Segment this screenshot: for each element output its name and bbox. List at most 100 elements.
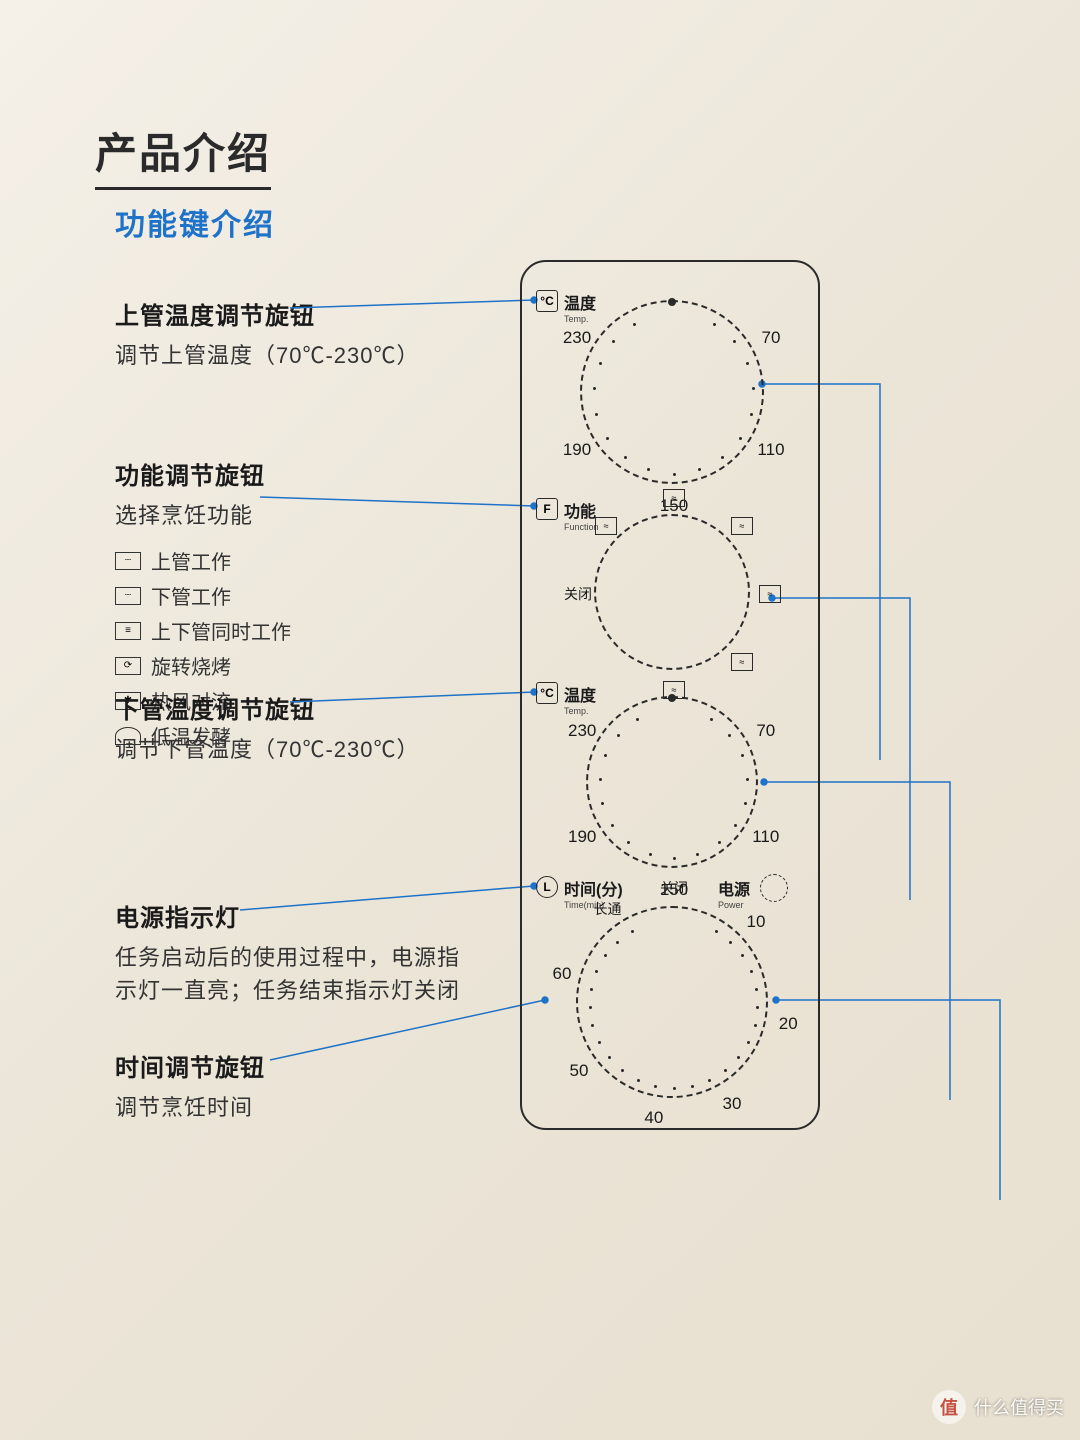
page-subheading: 功能键介绍 (115, 200, 275, 244)
tick-dot (715, 930, 718, 933)
rotisserie-icon: ≈ (731, 653, 753, 671)
tick-dot (733, 340, 736, 343)
dial-label: 长通 (593, 899, 621, 919)
tick-dot (647, 468, 650, 471)
celsius-icon: °C (536, 290, 558, 312)
knob-label-temp2: °C 温度Temp. (536, 682, 596, 716)
tick-dot (710, 718, 713, 721)
tick-dot (608, 1056, 611, 1059)
timer-dial: 102030405060关闭长通 (576, 906, 768, 1098)
legend-item: ┈上管工作 (115, 546, 475, 575)
tick-dot (739, 437, 742, 440)
tick-dot (750, 413, 753, 416)
top-heat-icon: ≈ (663, 489, 685, 507)
dial-value: 20 (779, 1014, 798, 1034)
watermark: 值 什么值得买 (932, 1390, 1064, 1424)
tick-dot (752, 387, 755, 390)
tick-dot (691, 1085, 694, 1088)
tick-dot (601, 802, 604, 805)
tick-dot (721, 456, 724, 459)
tick-dot (741, 954, 744, 957)
tick-dot (750, 970, 753, 973)
celsius-icon: °C (536, 682, 558, 704)
tick-dot (604, 954, 607, 957)
dial-value: 30 (723, 1094, 742, 1114)
dial-label: 关闭 (564, 584, 592, 604)
convection-icon: ≈ (595, 517, 617, 535)
function-icon: F (536, 498, 558, 520)
callout-desc: 选择烹饪功能 (115, 499, 475, 532)
dial-label: 关闭 (660, 878, 688, 898)
tick-dot (624, 456, 627, 459)
knob-label-func: F 功能Function (536, 498, 599, 532)
tick-dot (631, 930, 634, 933)
tick-dot (599, 778, 602, 781)
tick-dot (649, 853, 652, 856)
tick-dot (627, 841, 630, 844)
dial-value: 70 (756, 721, 775, 741)
legend-item: ≡上下管同时工作 (115, 616, 475, 645)
tick-dot (636, 718, 639, 721)
tick-dot (591, 1024, 594, 1027)
tick-dot (637, 1079, 640, 1082)
tick-dot (673, 857, 676, 860)
tick-dot (746, 362, 749, 365)
tick-dot (734, 824, 737, 827)
dial-pointer-dot (668, 694, 676, 702)
dial-value: 40 (644, 1108, 663, 1128)
tick-dot (606, 437, 609, 440)
legend-item: ⟳旋转烧烤 (115, 651, 475, 680)
tick-dot (673, 1087, 676, 1090)
dial-value: 50 (570, 1061, 589, 1081)
callout-title: 时间调节旋钮 (115, 1048, 475, 1083)
callout-title: 电源指示灯 (115, 898, 475, 933)
callout-upper-temp: 上管温度调节旋钮 调节上管温度（70℃-230℃） (115, 296, 475, 372)
dial-value: 110 (757, 440, 784, 460)
tick-dot (696, 853, 699, 856)
callout-lower-temp: 下管温度调节旋钮 调节下管温度（70℃-230℃） (115, 690, 475, 766)
top-heat-icon: ┈ (115, 552, 141, 570)
dial-value: 190 (563, 440, 591, 460)
tick-dot (595, 970, 598, 973)
callout-desc: 调节上管温度（70℃-230℃） (115, 339, 475, 372)
manual-page: 产品介绍 功能键介绍 上管温度调节旋钮 调节上管温度（70℃-230℃） 功能调… (0, 0, 1080, 1440)
callout-power-led: 电源指示灯 任务启动后的使用过程中，电源指示灯一直亮；任务结束指示灯关闭 (115, 898, 475, 1007)
callout-desc: 调节烹饪时间 (115, 1091, 475, 1124)
upper-temp-dial: 70110150190230 (580, 300, 764, 484)
tick-dot (598, 1041, 601, 1044)
tick-dot (747, 1041, 750, 1044)
tick-dot (755, 988, 758, 991)
tick-dot (617, 734, 620, 737)
tick-dot (729, 941, 732, 944)
tick-dot (713, 323, 716, 326)
tick-dot (595, 413, 598, 416)
tick-dot (593, 387, 596, 390)
tick-dot (604, 754, 607, 757)
tick-dot (754, 1024, 757, 1027)
dial-value: 230 (563, 328, 591, 348)
tick-dot (741, 754, 744, 757)
dial-value: 190 (568, 827, 596, 847)
function-dial: ≈≈≈≈≈≈关闭 (594, 514, 750, 670)
tick-dot (724, 1069, 727, 1072)
callout-title: 上管温度调节旋钮 (115, 296, 475, 331)
tick-dot (612, 340, 615, 343)
lower-temp-dial: 70110150190230 (586, 696, 758, 868)
tick-dot (737, 1056, 740, 1059)
tick-dot (654, 1085, 657, 1088)
dial-value: 10 (747, 912, 766, 932)
both-heat-icon: ≈ (759, 585, 781, 603)
tick-dot (718, 841, 721, 844)
tick-dot (744, 802, 747, 805)
bottom-heat-icon: ≈ (731, 517, 753, 535)
knob-label-temp1: °C 温度Temp. (536, 290, 596, 324)
tick-dot (756, 1006, 759, 1009)
watermark-badge-icon: 值 (932, 1390, 966, 1424)
callout-title: 下管温度调节旋钮 (115, 690, 475, 725)
tick-dot (708, 1079, 711, 1082)
tick-dot (590, 988, 593, 991)
clock-icon: L (536, 876, 558, 898)
tick-dot (633, 323, 636, 326)
page-heading: 产品介绍 (95, 120, 271, 190)
dial-pointer-dot (668, 298, 676, 306)
